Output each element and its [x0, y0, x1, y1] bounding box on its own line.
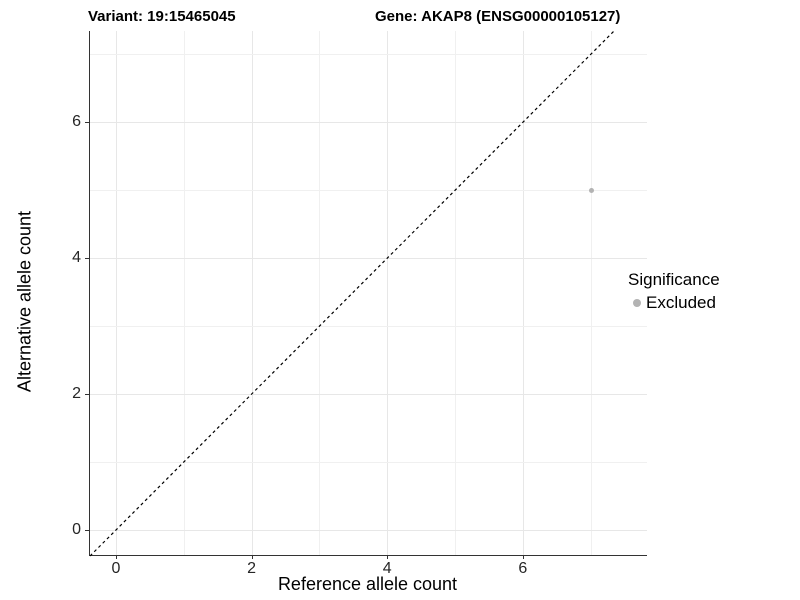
gridline-y-3: [90, 326, 647, 327]
gridline-y-7: [90, 54, 647, 55]
y-axis-label: Alternative allele count: [14, 210, 35, 393]
data-point: [588, 188, 594, 193]
y-tick-mark: [85, 258, 89, 259]
y-tick-mark: [85, 394, 89, 395]
gridline-x-3: [319, 31, 321, 555]
x-tick-mark: [251, 555, 253, 559]
x-tick-mark: [522, 555, 524, 559]
y-tick-label: 6: [72, 113, 81, 130]
x-tick-label: 2: [247, 560, 257, 577]
gridline-y-0: [90, 530, 647, 531]
gridline-y-6: [90, 122, 647, 123]
gridline-x-1: [183, 31, 185, 555]
gridline-y-4: [90, 258, 647, 259]
legend-key: [628, 294, 646, 312]
x-tick-label: 0: [111, 560, 121, 577]
legend-entry-label: Excluded: [646, 293, 716, 312]
x-tick-label: 4: [382, 560, 392, 577]
x-axis-label: Reference allele count: [277, 574, 458, 594]
y-tick-label: 4: [72, 249, 81, 266]
identity-line: [89, 29, 616, 557]
gridline-x-5: [455, 31, 456, 555]
y-tick-label: 2: [72, 385, 81, 402]
plot-title-variant: Variant: 19:15465045: [88, 8, 236, 25]
legend-entry: Excluded: [628, 293, 720, 313]
plot-title-gene: Gene: AKAP8 (ENSG00000105127): [375, 8, 621, 25]
plot-panel: 0 2 4 6 0 2 4 6: [72, 29, 647, 577]
gridline-x-4: [387, 31, 389, 555]
gridline-x-6: [522, 31, 524, 555]
legend-title: Significance: [628, 270, 720, 289]
gridline-x-7: [590, 31, 592, 555]
y-tick-label: 0: [72, 521, 81, 538]
gridline-x-0: [116, 31, 117, 555]
legend: Significance Excluded: [628, 270, 720, 313]
x-tick-label: 6: [518, 560, 528, 577]
gridline-y-2: [90, 394, 647, 395]
y-tick-mark: [85, 122, 89, 123]
legend-entries: Excluded: [628, 293, 720, 313]
gridline-x-2: [251, 31, 253, 555]
y-tick-mark: [85, 530, 89, 531]
gridline-y-5: [90, 190, 647, 191]
gridline-y-1: [90, 462, 647, 463]
x-tick-mark: [116, 555, 117, 559]
legend-point-icon: [633, 299, 641, 307]
x-tick-mark: [387, 555, 389, 559]
